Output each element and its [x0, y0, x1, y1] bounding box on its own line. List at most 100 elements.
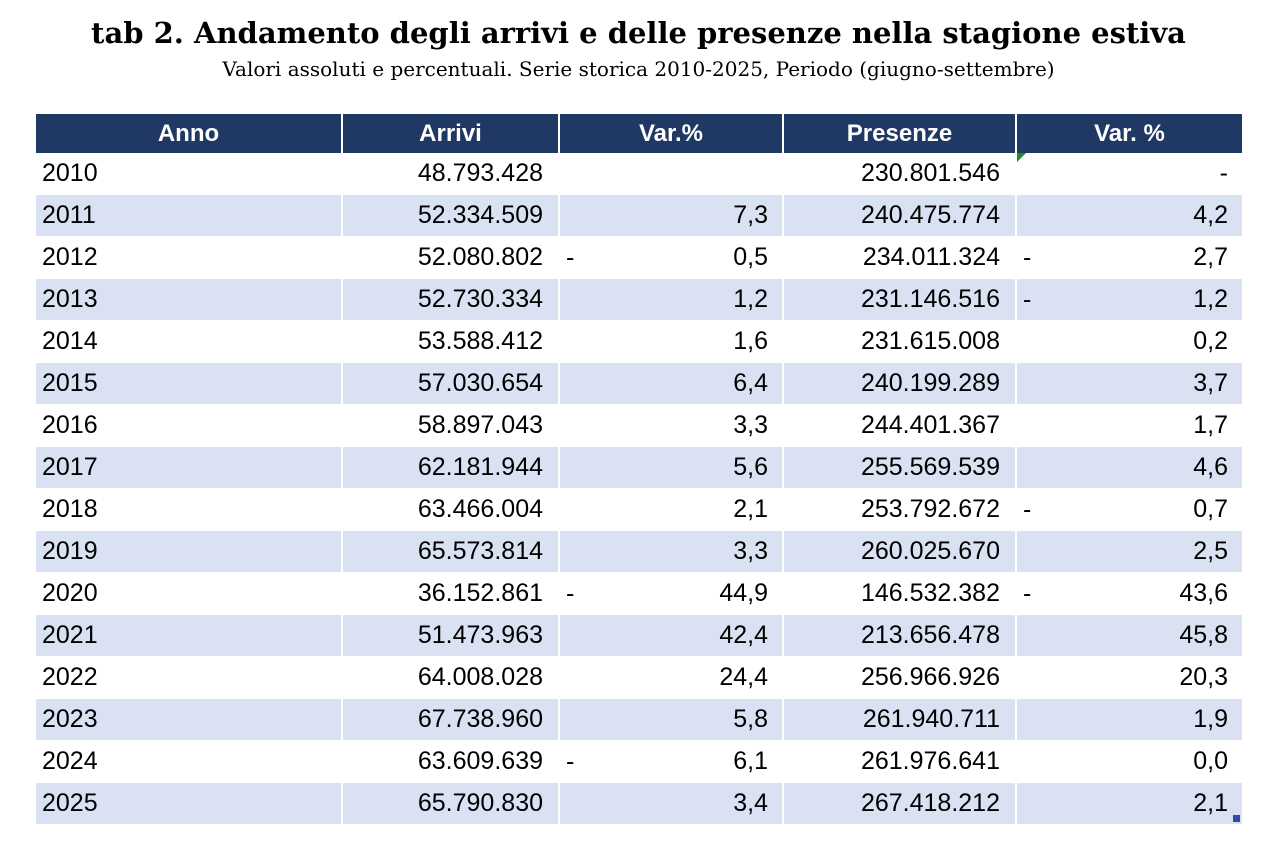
col-header-var-arrivi[interactable]: Var.% [560, 114, 784, 153]
cell-var-arrivi[interactable]: 3,4 [560, 783, 784, 825]
cell-var-presenze[interactable]: 1,7 [1017, 405, 1242, 447]
cell-arrivi[interactable]: 53.588.412 [343, 321, 560, 363]
cell-arrivi[interactable]: 48.793.428 [343, 153, 560, 195]
cell-arrivi[interactable]: 63.466.004 [343, 489, 560, 531]
cell-var-presenze[interactable]: 0,2 [1017, 321, 1242, 363]
cell-anno[interactable]: 2018 [36, 489, 343, 531]
cell-anno[interactable]: 2014 [36, 321, 343, 363]
cell-presenze-value: 261.976.641 [860, 747, 1000, 775]
table-row: 2018 63.466.004 2,1 253.792.672- 0,7 [36, 489, 1242, 531]
cell-presenze[interactable]: 234.011.324 [784, 237, 1017, 279]
cell-anno[interactable]: 2019 [36, 531, 343, 573]
cell-var-presenze-value: 43,6 [1179, 579, 1228, 607]
cell-var-arrivi[interactable]: 2,1 [560, 489, 784, 531]
cell-arrivi[interactable]: 65.573.814 [343, 531, 560, 573]
cell-arrivi[interactable]: 57.030.654 [343, 363, 560, 405]
cell-arrivi[interactable]: 52.080.802 [343, 237, 560, 279]
cell-var-presenze[interactable]: 3,7 [1017, 363, 1242, 405]
cell-arrivi[interactable]: 67.738.960 [343, 699, 560, 741]
cell-arrivi[interactable]: 36.152.861 [343, 573, 560, 615]
cell-anno[interactable]: 2015 [36, 363, 343, 405]
cell-presenze-value: 146.532.382 [860, 579, 1000, 607]
cell-anno[interactable]: 2010 [36, 153, 343, 195]
error-indicator-icon[interactable] [1017, 153, 1026, 162]
cell-var-arrivi[interactable]: 1,2 [560, 279, 784, 321]
cell-var-arrivi[interactable]: 24,4 [560, 657, 784, 699]
cell-var-presenze[interactable]: 2,1 [1017, 783, 1242, 825]
cell-presenze[interactable]: 146.532.382 [784, 573, 1017, 615]
cell-var-presenze[interactable]: - 2,7 [1017, 237, 1242, 279]
cell-presenze-value: 267.418.212 [860, 789, 1000, 817]
cell-presenze[interactable]: 244.401.367 [784, 405, 1017, 447]
selection-resize-handle[interactable] [1233, 815, 1240, 822]
cell-arrivi-value: 52.334.509 [417, 201, 543, 229]
table-body: 2010 48.793.428 230.801.546 - 2011 52.334.509… [36, 153, 1242, 825]
cell-var-presenze[interactable]: - 1,2 [1017, 279, 1242, 321]
cell-arrivi[interactable]: 52.334.509 [343, 195, 560, 237]
cell-presenze[interactable]: 213.656.478 [784, 615, 1017, 657]
cell-presenze[interactable]: 231.615.008 [784, 321, 1017, 363]
cell-presenze[interactable]: 260.025.670 [784, 531, 1017, 573]
cell-anno[interactable]: 2022 [36, 657, 343, 699]
cell-var-presenze[interactable]: 20,3 [1017, 657, 1242, 699]
cell-var-arrivi[interactable]: - 0,5 [560, 237, 784, 279]
col-header-arrivi[interactable]: Arrivi [343, 114, 560, 153]
cell-arrivi[interactable]: 64.008.028 [343, 657, 560, 699]
cell-anno[interactable]: 2020 [36, 573, 343, 615]
cell-var-arrivi[interactable]: 6,4 [560, 363, 784, 405]
cell-var-presenze[interactable]: 2,5 [1017, 531, 1242, 573]
cell-var-arrivi[interactable]: 42,4 [560, 615, 784, 657]
cell-var-arrivi[interactable] [560, 153, 784, 195]
cell-arrivi[interactable]: 63.609.639 [343, 741, 560, 783]
cell-var-presenze[interactable]: - 43,6 [1017, 573, 1242, 615]
table-row: 2019 65.573.814 3,3 260.025.670 2,5 [36, 531, 1242, 573]
cell-anno[interactable]: 2025 [36, 783, 343, 825]
cell-arrivi[interactable]: 65.790.830 [343, 783, 560, 825]
cell-anno[interactable]: 2016 [36, 405, 343, 447]
cell-var-presenze[interactable]: 4,6 [1017, 447, 1242, 489]
col-header-presenze[interactable]: Presenze [784, 114, 1017, 153]
cell-anno[interactable]: 2013 [36, 279, 343, 321]
cell-anno[interactable]: 2021 [36, 615, 343, 657]
cell-var-presenze[interactable]: - [1017, 153, 1242, 195]
col-header-var-presenze[interactable]: Var. % [1017, 114, 1242, 153]
cell-var-arrivi[interactable]: 7,3 [560, 195, 784, 237]
cell-var-presenze[interactable]: 0,0 [1017, 741, 1242, 783]
cell-var-arrivi[interactable]: 3,3 [560, 405, 784, 447]
cell-var-arrivi[interactable]: - 6,1 [560, 741, 784, 783]
cell-arrivi-value: 63.609.639 [417, 747, 543, 775]
cell-presenze[interactable]: 230.801.546 [784, 153, 1017, 195]
cell-var-arrivi[interactable]: 5,8 [560, 699, 784, 741]
cell-presenze[interactable]: 240.475.774 [784, 195, 1017, 237]
cell-presenze[interactable]: 261.976.641 [784, 741, 1017, 783]
cell-var-arrivi[interactable]: 3,3 [560, 531, 784, 573]
header-row: Anno Arrivi Var.% Presenze Var. % [36, 114, 1242, 153]
cell-presenze-value: 244.401.367 [860, 411, 1000, 439]
cell-presenze[interactable]: 267.418.212 [784, 783, 1017, 825]
cell-var-arrivi[interactable]: 5,6 [560, 447, 784, 489]
cell-anno[interactable]: 2011 [36, 195, 343, 237]
cell-var-arrivi-value: 2,1 [733, 495, 768, 523]
cell-anno[interactable]: 2023 [36, 699, 343, 741]
cell-presenze[interactable]: 231.146.516 [784, 279, 1017, 321]
cell-presenze[interactable]: 253.792.672 [784, 489, 1017, 531]
cell-presenze[interactable]: 261.940.711 [784, 699, 1017, 741]
cell-arrivi[interactable]: 58.897.043 [343, 405, 560, 447]
cell-var-presenze[interactable]: - 0,7 [1017, 489, 1242, 531]
cell-arrivi[interactable]: 62.181.944 [343, 447, 560, 489]
cell-var-presenze[interactable]: 1,9 [1017, 699, 1242, 741]
cell-var-arrivi[interactable]: - 44,9 [560, 573, 784, 615]
cell-anno[interactable]: 2024 [36, 741, 343, 783]
cell-presenze[interactable]: 240.199.289 [784, 363, 1017, 405]
col-header-anno[interactable]: Anno [36, 114, 343, 153]
cell-presenze[interactable]: 255.569.539 [784, 447, 1017, 489]
cell-presenze[interactable]: 256.966.926 [784, 657, 1017, 699]
cell-arrivi[interactable]: 51.473.963 [343, 615, 560, 657]
cell-var-arrivi[interactable]: 1,6 [560, 321, 784, 363]
cell-arrivi[interactable]: 52.730.334 [343, 279, 560, 321]
cell-anno[interactable]: 2012 [36, 237, 343, 279]
cell-var-presenze[interactable]: 45,8 [1017, 615, 1242, 657]
cell-anno[interactable]: 2017 [36, 447, 343, 489]
cell-var-presenze[interactable]: 4,2 [1017, 195, 1242, 237]
cell-var-arrivi-value: 0,5 [733, 243, 768, 271]
